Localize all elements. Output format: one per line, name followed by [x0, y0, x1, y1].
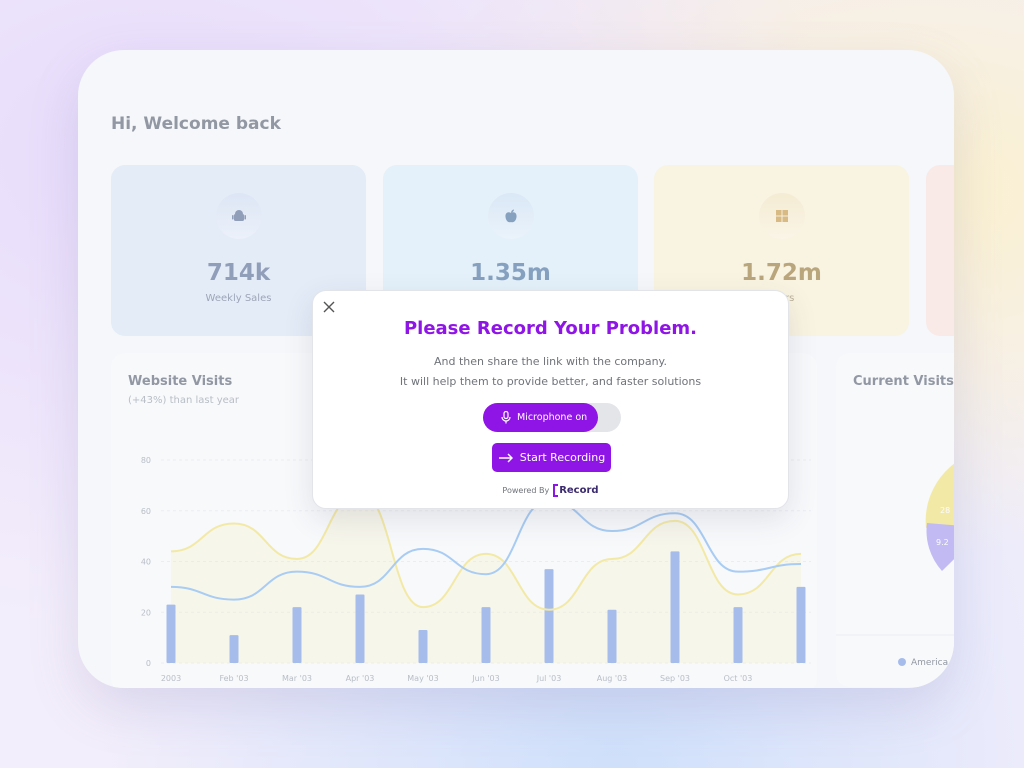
- x-tick-label: 2003: [161, 674, 181, 683]
- arrow-right-icon: [498, 453, 514, 463]
- y-tick-label: 80: [141, 456, 151, 465]
- x-tick-label: Oct '03: [724, 674, 753, 683]
- record-modal: Please Record Your Problem. And then sha…: [312, 290, 789, 509]
- x-tick-label: Jun '03: [471, 674, 499, 683]
- pie-label: 9.2: [936, 538, 949, 547]
- website-visits-chart: 0 20 40 60 80 2003 Feb '03 Mar '03 Apr '03 May '0…: [141, 456, 811, 683]
- website-visits-subtitle: (+43%) than last year: [128, 395, 240, 406]
- dashboard-frame: Hi, Welcome back 714k Weekly Sales 1.35m…: [78, 50, 954, 688]
- windows-icon: [758, 193, 805, 239]
- start-recording-button[interactable]: Start Recording: [492, 443, 611, 472]
- bar: [670, 551, 680, 663]
- android-icon: [215, 193, 262, 239]
- start-recording-label: Start Recording: [519, 451, 606, 464]
- modal-description-line-2: It will help them to provide better, and…: [399, 375, 702, 388]
- current-visits-pie: 28 9.2 America: [836, 463, 954, 668]
- legend-dot: [898, 658, 906, 666]
- record-logo[interactable]: Record: [553, 484, 599, 497]
- stat-value: 714k: [206, 260, 271, 286]
- bar: [733, 607, 743, 663]
- bar: [355, 594, 365, 663]
- microphone-toggle[interactable]: Microphone on: [483, 403, 621, 432]
- current-visits-panel: Current Visits 28 9.2 America: [836, 353, 954, 687]
- x-tick-label: Apr '03: [346, 674, 375, 683]
- close-icon[interactable]: [319, 297, 339, 317]
- powered-by: Powered By Record: [313, 484, 788, 497]
- logo-mark-icon: [553, 484, 559, 497]
- stat-card-partial: [926, 165, 954, 336]
- microphone-icon: [501, 411, 511, 424]
- greeting-text: Hi, Welcome back: [111, 114, 281, 134]
- apple-icon: [487, 193, 534, 239]
- pie-slice-america: [925, 463, 954, 528]
- modal-description-line-1: And then share the link with the company…: [434, 355, 667, 368]
- bar: [292, 607, 302, 663]
- bar: [166, 604, 176, 663]
- bar: [796, 586, 806, 663]
- pie-slice-purple: [926, 523, 954, 571]
- x-tick-label: Mar '03: [282, 674, 312, 683]
- bar: [418, 630, 428, 663]
- x-tick-label: May '03: [407, 674, 438, 683]
- x-tick-label: Aug '03: [597, 674, 628, 683]
- microphone-on-pill[interactable]: Microphone on: [483, 403, 598, 432]
- area-fill: [171, 492, 801, 663]
- pie-label: 28: [940, 506, 950, 515]
- stat-value: 1.72m: [741, 260, 822, 286]
- bar: [607, 609, 617, 663]
- bar: [544, 569, 554, 663]
- current-visits-title: Current Visits: [853, 374, 954, 389]
- series-line: [170, 499, 802, 601]
- area-line: [170, 491, 802, 611]
- y-tick-label: 40: [141, 558, 151, 567]
- bar: [229, 635, 239, 663]
- stat-value: 1.35m: [470, 260, 551, 286]
- logo-text: Record: [559, 485, 599, 496]
- powered-by-text: Powered By: [502, 486, 550, 495]
- legend-label: America: [911, 658, 948, 668]
- x-tick-label: Sep '03: [660, 674, 690, 683]
- y-tick-label: 0: [146, 659, 151, 668]
- modal-title: Please Record Your Problem.: [403, 318, 698, 339]
- x-tick-label: Feb '03: [219, 674, 248, 683]
- y-tick-label: 60: [141, 507, 151, 516]
- stat-label: Weekly Sales: [205, 293, 272, 304]
- bar: [481, 607, 491, 663]
- website-visits-title: Website Visits: [128, 374, 233, 389]
- y-tick-label: 20: [141, 608, 151, 617]
- x-tick-label: Jul '03: [536, 674, 562, 683]
- microphone-label: Microphone on: [517, 412, 588, 423]
